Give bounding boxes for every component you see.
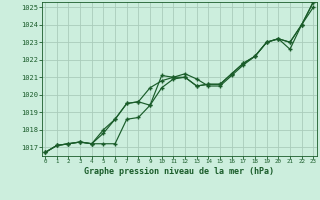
- X-axis label: Graphe pression niveau de la mer (hPa): Graphe pression niveau de la mer (hPa): [84, 167, 274, 176]
